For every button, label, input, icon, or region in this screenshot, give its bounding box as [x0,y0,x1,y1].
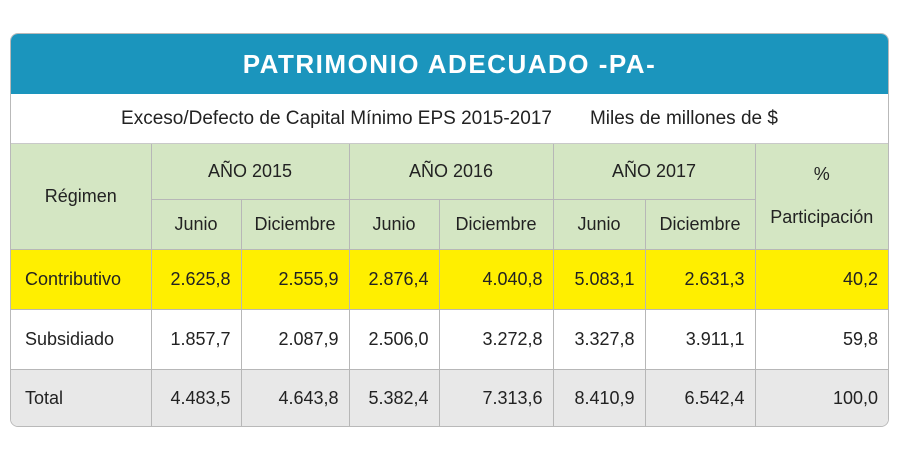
header-regimen: Régimen [11,144,152,250]
header-period: Diciembre [438,198,554,250]
table-cell: 5.083,1 [552,248,646,310]
table-cell: 2.087,9 [240,308,350,370]
table-cell: 8.410,9 [552,368,646,426]
table-cell: 2.625,8 [150,248,242,310]
header-year: AÑO 2017 [552,144,756,200]
header-period: Diciembre [644,198,755,250]
header-year: AÑO 2015 [150,144,350,200]
table-cell: 3.327,8 [552,308,646,370]
table-card: PATRIMONIO ADECUADO -PA- Exceso/Defecto … [10,33,889,427]
header-pct-symbol: % [813,164,830,185]
pct-cell: 40,2 [754,248,888,310]
table-cell: 3.272,8 [438,308,554,370]
pct-cell: 59,8 [754,308,888,370]
table-cell: 4.643,8 [240,368,350,426]
row-label: Contributivo [11,248,152,310]
data-table: Régimen AÑO 2015 AÑO 2016 AÑO 2017 % Par… [11,144,888,426]
table-cell: 7.313,6 [438,368,554,426]
row-label: Total [11,368,152,426]
header-participation: % Participación [754,144,888,250]
table-cell: 2.506,0 [348,308,440,370]
header-period: Junio [552,198,646,250]
table-row: Subsidiado 1.857,7 2.087,9 2.506,0 3.272… [11,308,888,370]
subtitle-text: Exceso/Defecto de Capital Mínimo EPS 201… [121,107,552,129]
table-cell: 3.911,1 [644,308,756,370]
table-cell: 6.542,4 [644,368,756,426]
page-title: PATRIMONIO ADECUADO -PA- [11,34,888,94]
row-label: Subsidiado [11,308,152,370]
table-row: Contributivo 2.625,8 2.555,9 2.876,4 4.0… [11,248,888,310]
table-cell: 5.382,4 [348,368,440,426]
pct-cell: 100,0 [754,368,888,426]
table-cell: 2.555,9 [240,248,350,310]
header-pct-label: Participación [770,207,874,228]
table-cell: 1.857,7 [150,308,242,370]
header-year: AÑO 2016 [348,144,554,200]
table-cell: 2.631,3 [644,248,756,310]
units-text: Miles de millones de $ [589,107,778,129]
header-period: Diciembre [240,198,350,250]
table-cell: 2.876,4 [348,248,440,310]
table-subtitle: Exceso/Defecto de Capital Mínimo EPS 201… [11,94,888,144]
table-cell: 4.040,8 [438,248,554,310]
table-cell: 4.483,5 [150,368,242,426]
table-row: Total 4.483,5 4.643,8 5.382,4 7.313,6 8.… [11,368,888,426]
header-period: Junio [151,198,242,250]
header-period: Junio [348,198,440,250]
